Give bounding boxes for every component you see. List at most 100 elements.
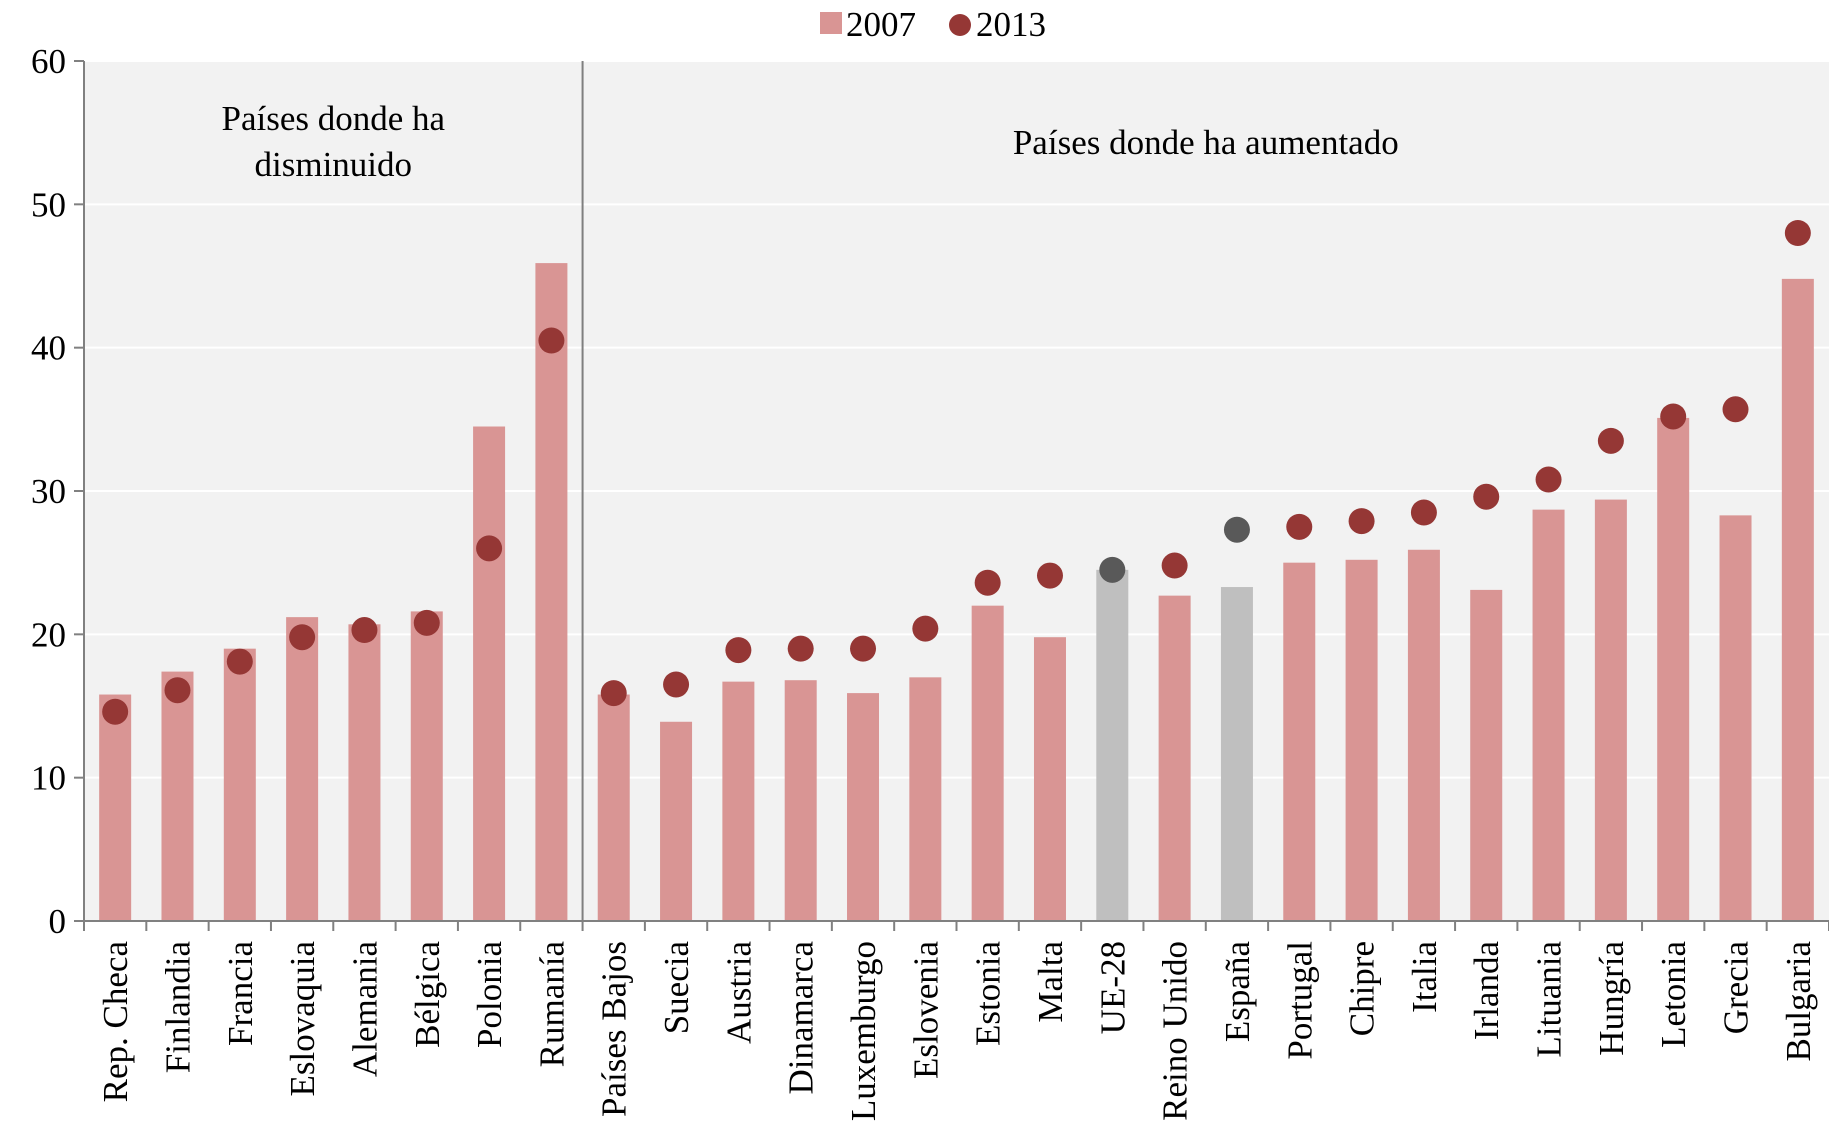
y-tick-label-60: 60	[31, 42, 66, 81]
x-category-label-15: Malta	[1031, 941, 1070, 1023]
x-category-label-9: Suecia	[657, 941, 696, 1035]
dot-2013-11	[787, 635, 814, 662]
x-category-label-0: Rep. Checa	[96, 941, 135, 1103]
bar-2007-0	[99, 694, 132, 921]
dot-2013-24	[1597, 427, 1624, 454]
x-category-label-24: Hungría	[1592, 941, 1631, 1056]
bars-2007	[99, 263, 1814, 922]
bar-2007-4	[348, 624, 381, 921]
bar-2007-6	[473, 426, 506, 921]
bar-2007-13	[909, 677, 942, 921]
bar-2007-7	[535, 263, 568, 922]
bar-2007-14	[971, 605, 1004, 921]
bar-2007-23	[1532, 509, 1565, 921]
legend-swatch-2013	[949, 14, 971, 36]
x-category-label-13: Eslovenia	[906, 941, 945, 1079]
x-category-label-22: Irlanda	[1467, 941, 1506, 1041]
dot-2013-19	[1286, 513, 1313, 540]
legend-label-2007: 2007	[846, 5, 916, 44]
dot-2013-16	[1099, 556, 1126, 583]
x-category-label-4: Alemania	[345, 941, 384, 1078]
dot-2013-12	[850, 635, 877, 662]
bar-2007-12	[847, 693, 880, 921]
y-tick-labels: 0 10 20 30 40 50 60	[31, 42, 66, 941]
dot-2013-9	[663, 671, 690, 698]
dot-2013-14	[974, 569, 1001, 596]
y-tick-label-40: 40	[31, 329, 66, 368]
dot-2013-21	[1410, 499, 1437, 526]
x-category-label-6: Polonia	[470, 941, 509, 1048]
region-label-0-0: Países donde ha	[221, 99, 445, 138]
legend-label-2013: 2013	[976, 5, 1046, 44]
bar-2007-27	[1781, 278, 1814, 921]
x-category-label-19: Portugal	[1280, 941, 1319, 1060]
bar-2007-1	[161, 671, 194, 921]
x-category-label-1: Finlandia	[158, 941, 197, 1074]
dot-2013-25	[1660, 403, 1687, 430]
y-tick-label-30: 30	[31, 472, 66, 511]
bar-2007-8	[597, 694, 630, 921]
dot-2013-3	[289, 624, 316, 651]
x-category-label-14: Estonia	[969, 941, 1008, 1046]
bar-2007-21	[1407, 549, 1440, 921]
bar-2007-17	[1158, 595, 1191, 921]
x-category-label-18: España	[1218, 941, 1257, 1043]
region-label-1-0: Países donde ha aumentado	[1013, 123, 1399, 162]
x-category-label-8: Países Bajos	[595, 941, 634, 1117]
bar-2007-26	[1719, 515, 1752, 921]
y-tick-label-0: 0	[49, 902, 67, 941]
bar-2007-22	[1470, 589, 1503, 921]
x-category-label-23: Lituania	[1530, 941, 1569, 1058]
bar-2007-9	[660, 721, 693, 921]
x-category-label-7: Rumanía	[532, 941, 571, 1068]
x-category-label-26: Grecia	[1717, 941, 1756, 1035]
dot-2013-0	[102, 698, 129, 725]
bar-2007-24	[1594, 499, 1627, 921]
y-tick-label-10: 10	[31, 759, 66, 798]
bar-2007-20	[1345, 559, 1378, 921]
dot-2013-6	[476, 535, 503, 562]
dots-2013	[102, 220, 1811, 725]
legend: 2007 2013	[820, 5, 1046, 44]
dot-2013-26	[1722, 396, 1749, 423]
y-tick-label-50: 50	[31, 185, 66, 224]
x-category-labels: Rep. Checa Finlandia Francia Eslovaquia Alem…	[96, 941, 1818, 1122]
axes	[74, 60, 1829, 931]
dot-2013-2	[226, 648, 253, 675]
bar-2007-3	[286, 617, 319, 921]
x-category-label-3: Eslovaquia	[283, 941, 322, 1097]
dot-2013-23	[1535, 466, 1562, 493]
x-category-label-17: Reino Unido	[1156, 941, 1195, 1121]
legend-swatch-2007	[820, 12, 842, 34]
x-category-label-5: Bélgica	[408, 941, 447, 1048]
y-tick-label-20: 20	[31, 615, 66, 654]
x-category-label-11: Dinamarca	[782, 941, 821, 1095]
dot-2013-4	[351, 617, 378, 644]
bar-2007-16	[1096, 569, 1129, 921]
x-category-label-12: Luxemburgo	[844, 941, 883, 1121]
region-label-0-1: disminuido	[255, 145, 413, 184]
dot-2013-5	[413, 609, 440, 636]
bar-2007-15	[1033, 637, 1066, 921]
dot-2013-17	[1161, 552, 1188, 579]
region-annotations: Países donde ha disminuido Países donde ha…	[221, 61, 1399, 921]
bar-2007-11	[784, 680, 817, 921]
bar-2007-18	[1220, 587, 1253, 921]
x-category-label-21: Italia	[1405, 941, 1444, 1013]
bar-2007-10	[722, 681, 755, 921]
dot-2013-27	[1784, 220, 1811, 246]
dot-2013-1	[164, 677, 191, 704]
dot-2013-10	[725, 637, 752, 664]
dot-2013-20	[1348, 508, 1375, 535]
bar-2007-2	[223, 648, 256, 921]
x-category-label-20: Chipre	[1343, 941, 1382, 1036]
x-category-label-25: Letonia	[1654, 941, 1693, 1048]
x-category-label-16: UE-28	[1093, 941, 1132, 1034]
dot-2013-18	[1223, 516, 1250, 543]
dot-2013-22	[1473, 483, 1500, 510]
x-category-label-10: Austria	[719, 941, 758, 1045]
bar-2007-19	[1283, 562, 1316, 921]
dot-2013-13	[912, 615, 939, 642]
dot-2013-8	[600, 680, 627, 707]
